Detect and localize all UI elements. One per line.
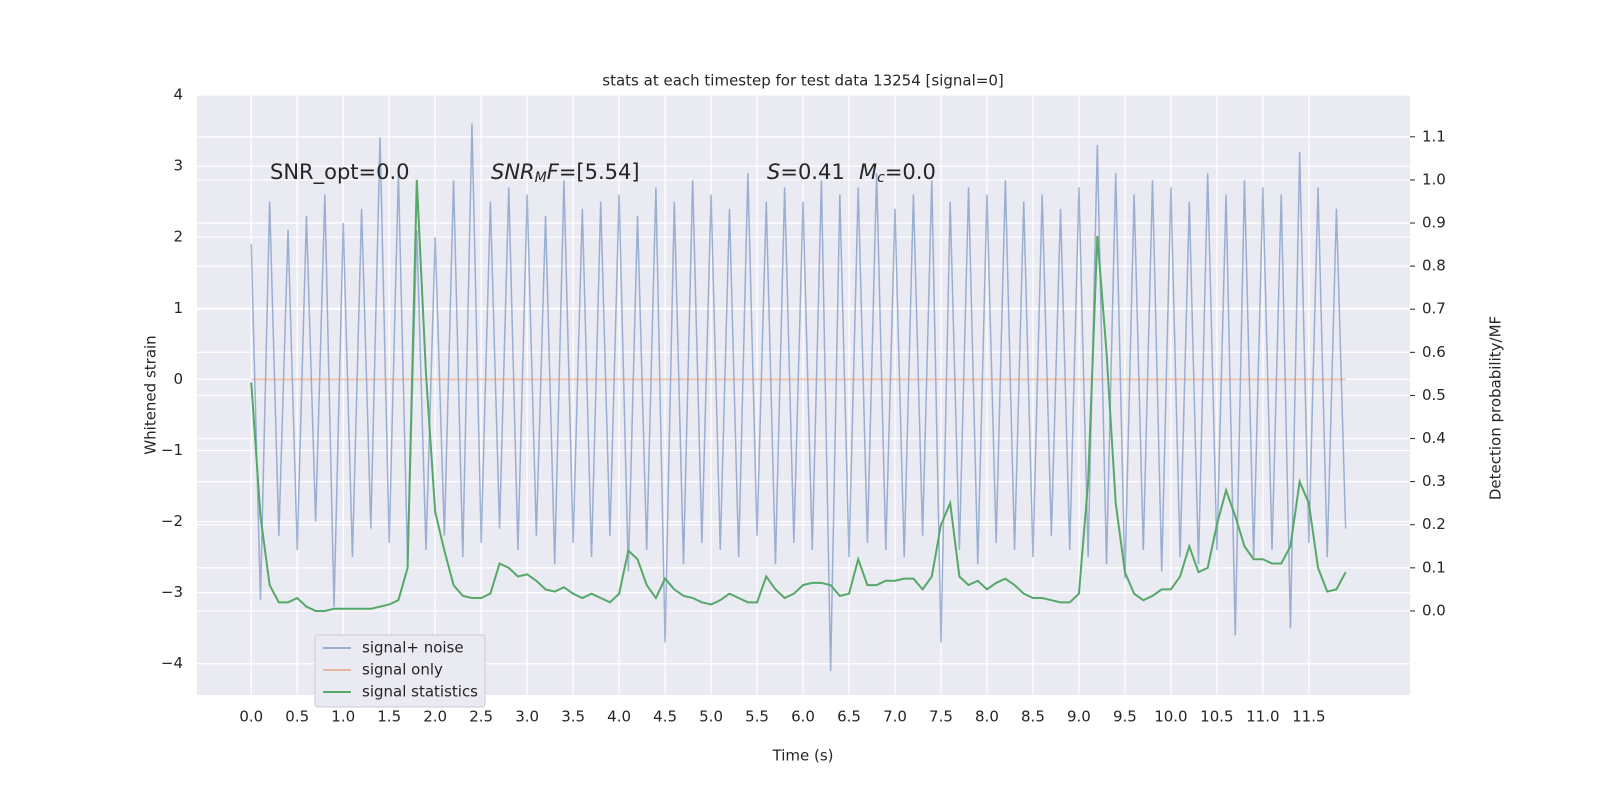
y-tick-label: 0 [173,370,183,388]
annotation-part: SNR_opt=0.0 [270,160,410,185]
y-tick-label: 4 [173,86,183,104]
x-tick-label: 11.0 [1246,708,1279,726]
annotation-part: =0.41 [780,160,844,184]
y2-tick-label: 0.6 [1422,343,1446,361]
annotation-part: M [859,160,877,184]
y2-tick-label: 0.3 [1422,472,1446,490]
y2-tick-label: 0.2 [1422,515,1446,533]
annotation-part: SNR [491,160,535,184]
x-tick-label: 0.5 [285,708,309,726]
y-tick-label: −2 [161,512,183,530]
x-tick-label: 8.0 [975,708,999,726]
legend-label: signal only [362,661,443,679]
x-tick-label: 3.0 [515,708,539,726]
annotation-part: M [535,170,547,186]
y2-tick-label: 0.1 [1422,558,1446,576]
annotation-part: c [877,170,885,186]
y-tick-label: −4 [161,654,183,672]
x-tick-label: 7.0 [883,708,907,726]
x-tick-label: 6.5 [837,708,861,726]
y2-tick-label: 1.0 [1422,170,1446,188]
annotation: SNRMF=[5.54] [491,160,640,186]
x-tick-label: 9.5 [1113,708,1137,726]
x-tick-label: 11.5 [1292,708,1325,726]
y2-tick-label: 0.7 [1422,300,1446,318]
x-tick-label: 4.5 [653,708,677,726]
annotation-part: F [547,160,560,184]
y2-axis-label: Detection probability/MF [1487,316,1505,500]
x-tick-label: 0.0 [239,708,263,726]
y-tick-label: 2 [173,228,183,246]
y-tick-label: −1 [161,441,183,459]
x-tick-label: 7.5 [929,708,953,726]
legend-box [314,634,486,708]
x-tick-label: 2.5 [469,708,493,726]
y2-tick-label: 0.5 [1422,386,1446,404]
x-tick-label: 3.5 [561,708,585,726]
x-tick-label: 5.0 [699,708,723,726]
annotation-part: =[5.54] [559,160,640,184]
y2-tick-label: 0.8 [1422,257,1446,275]
y2-tick-label: 0.0 [1422,601,1446,619]
chart-title: stats at each timestep for test data 132… [602,72,1003,90]
x-tick-label: 10.0 [1154,708,1187,726]
x-tick-label: 10.5 [1200,708,1233,726]
y-tick-label: −3 [161,583,183,601]
y2-tick-label: 0.4 [1422,429,1446,447]
y2-tick-label: 1.1 [1422,127,1446,145]
y-tick-label: 1 [173,299,183,317]
annotation: SNR_opt=0.0 [270,160,410,185]
legend-label: signal+ noise [362,639,464,657]
x-tick-label: 9.0 [1067,708,1091,726]
annotation-part: S [767,160,780,184]
x-tick-label: 5.5 [745,708,769,726]
x-tick-label: 2.0 [423,708,447,726]
y-axis-label: Whitened strain [142,335,160,454]
annotation: Mc=0.0 [859,160,936,186]
legend-label: signal statistics [362,683,478,701]
annotation-part: =0.0 [885,160,936,184]
y-tick-label: 3 [173,157,183,175]
x-tick-label: 8.5 [1021,708,1045,726]
x-axis-label: Time (s) [772,747,834,765]
series-line [250,179,1347,612]
x-tick-label: 1.5 [377,708,401,726]
annotation: S=0.41 [767,160,845,184]
x-tick-label: 4.0 [607,708,631,726]
y2-tick-label: 0.9 [1422,214,1446,232]
series-line [250,123,1347,671]
x-tick-label: 6.0 [791,708,815,726]
x-tick-label: 1.0 [331,708,355,726]
